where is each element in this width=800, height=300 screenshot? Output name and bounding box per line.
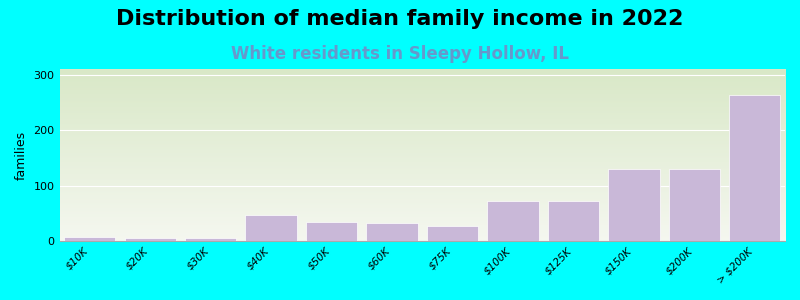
Bar [729, 95, 781, 241]
Bar [185, 238, 236, 241]
Bar [366, 223, 418, 241]
Bar [427, 226, 478, 241]
Bar [64, 237, 115, 241]
Bar [487, 201, 538, 241]
Bar [669, 169, 720, 241]
Bar [125, 238, 176, 241]
Text: White residents in Sleepy Hollow, IL: White residents in Sleepy Hollow, IL [231, 45, 569, 63]
Text: Distribution of median family income in 2022: Distribution of median family income in … [116, 9, 684, 29]
Bar [608, 169, 659, 241]
Bar [306, 222, 358, 241]
Bar [548, 201, 599, 241]
Bar [246, 215, 297, 241]
Y-axis label: families: families [15, 130, 28, 180]
